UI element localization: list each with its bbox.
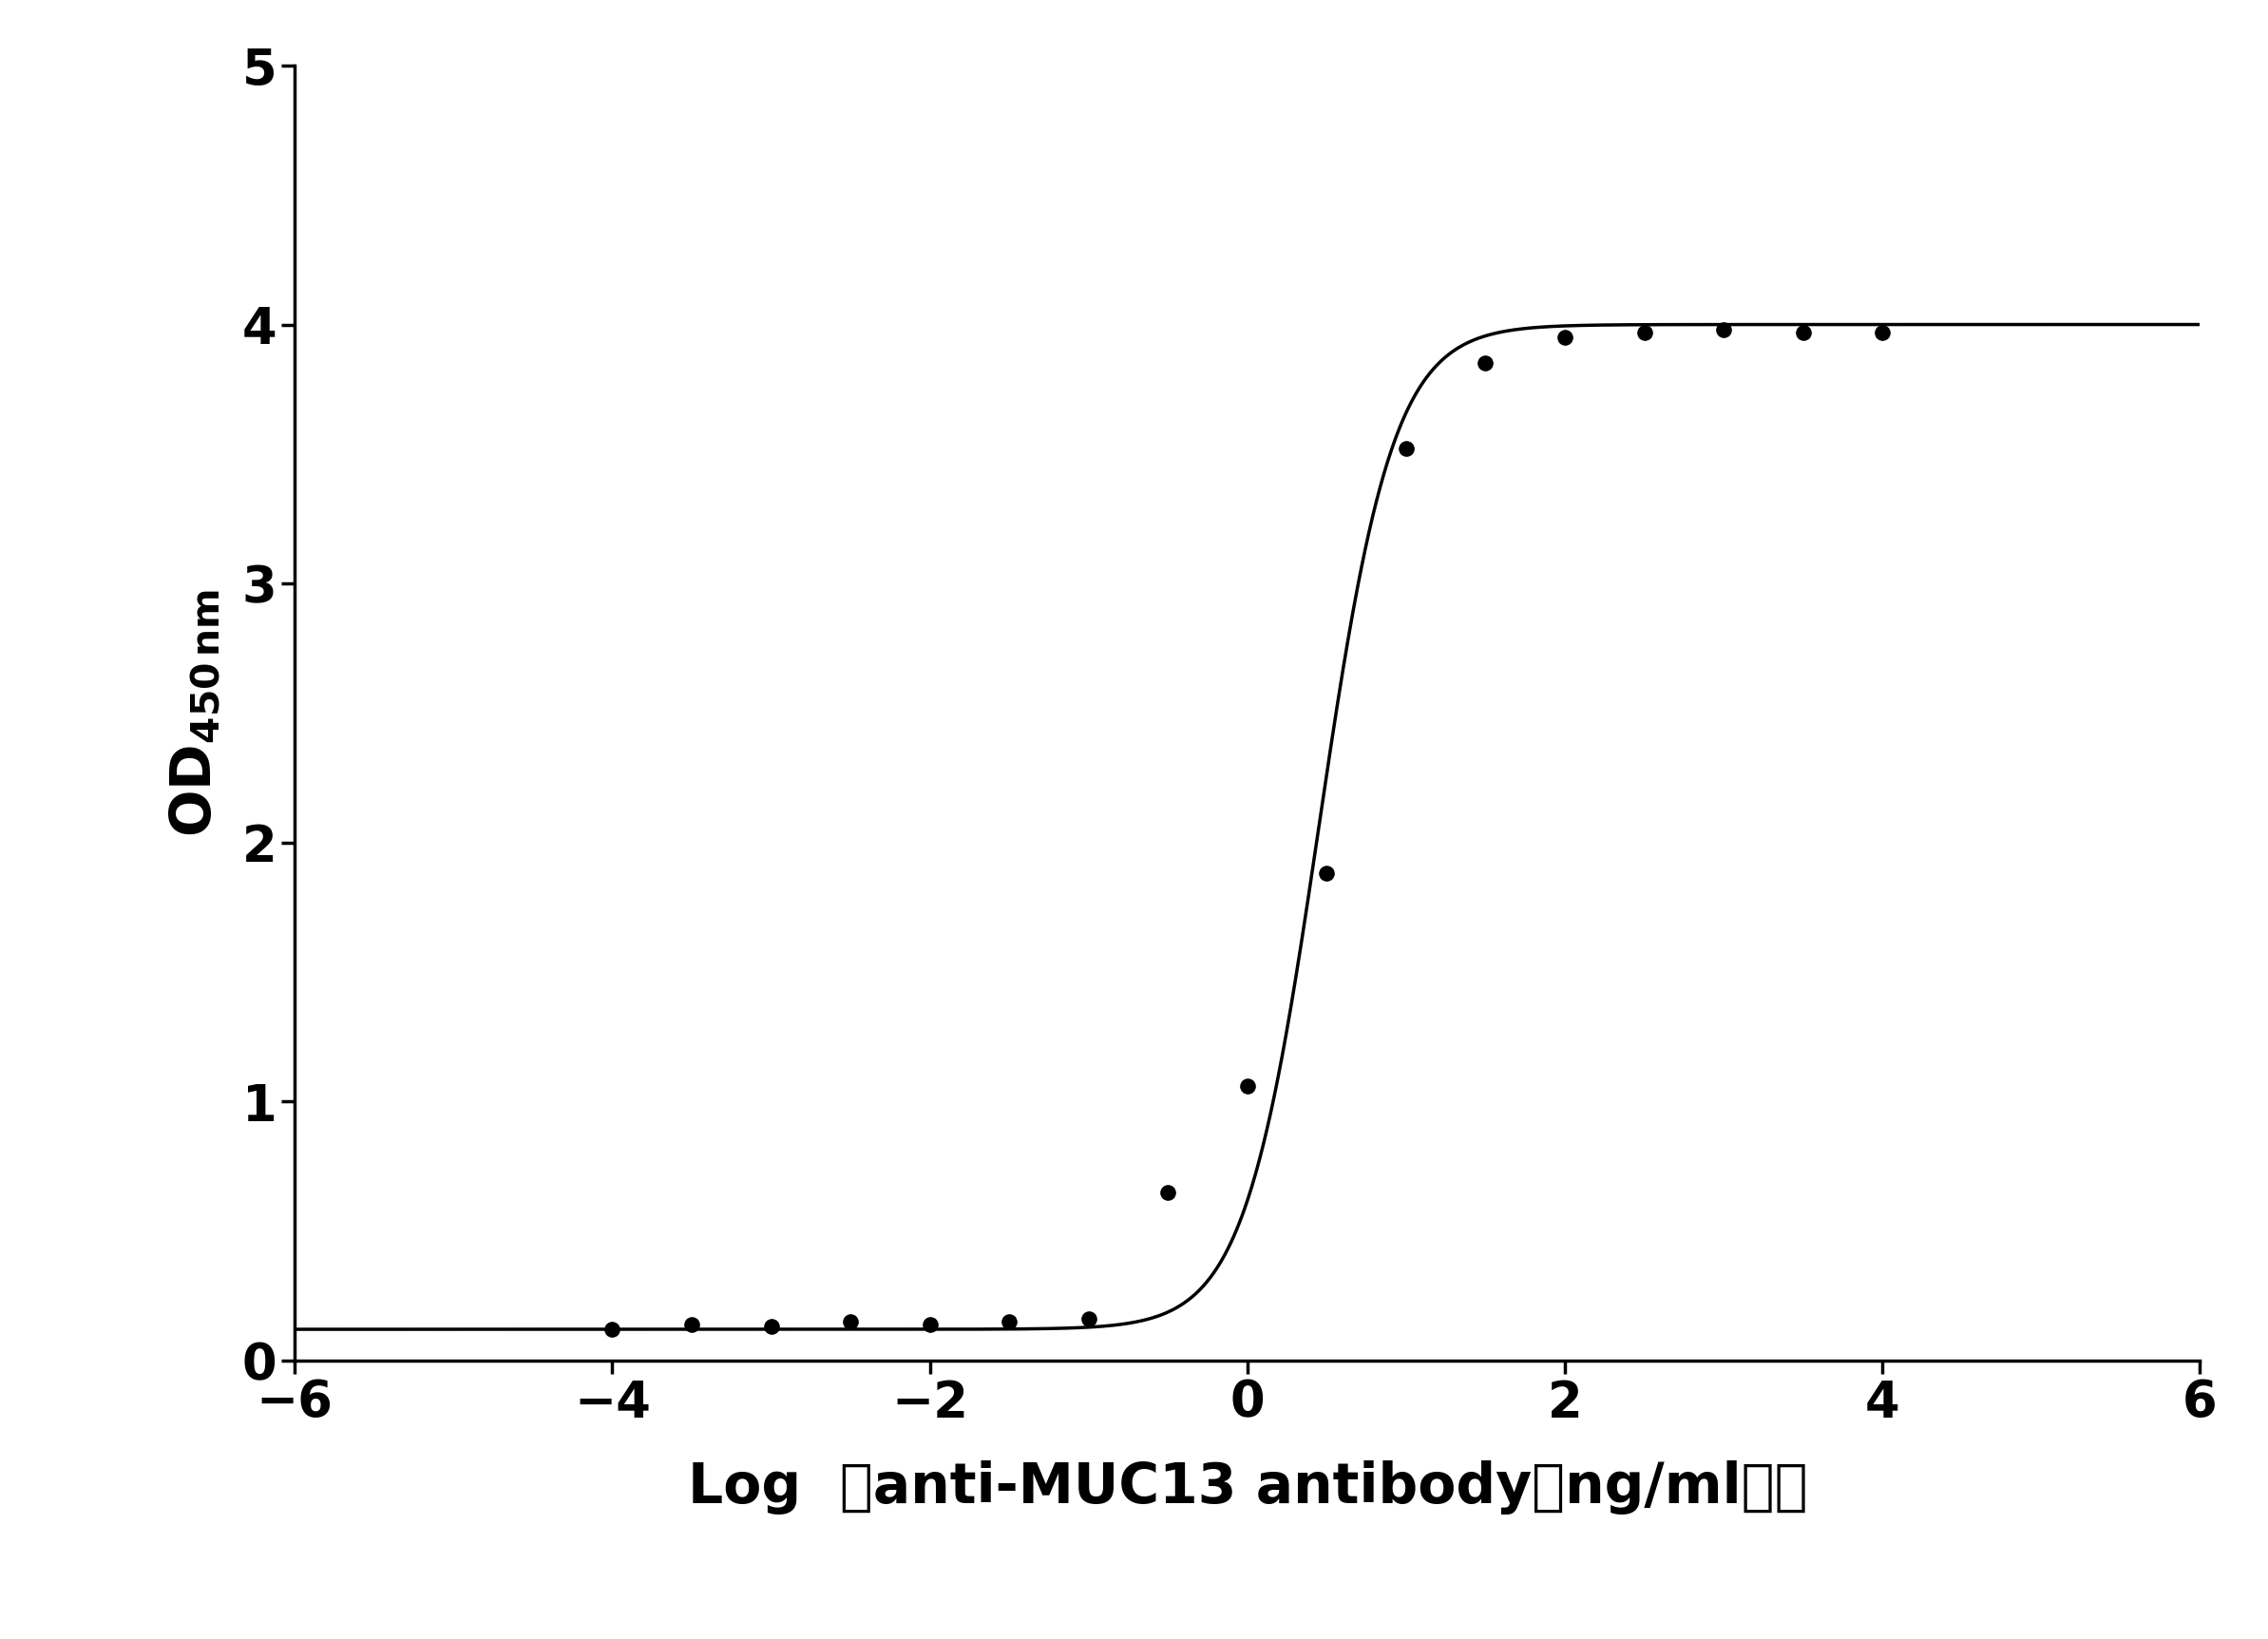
Point (1547, 325, 1583, 351)
Point (1150, 1178, 1186, 1205)
Y-axis label: $\mathbf{OD_{450\,nm}}$: $\mathbf{OD_{450\,nm}}$ (168, 588, 222, 838)
Point (912, 1311, 948, 1337)
Point (1070, 1306, 1107, 1333)
Point (1467, 351, 1504, 377)
Point (674, 1311, 710, 1337)
Point (832, 1308, 869, 1334)
Point (594, 1316, 631, 1342)
X-axis label: Log  （anti-MUC13 antibody（ng/ml））: Log （anti-MUC13 antibody（ng/ml）） (687, 1460, 1808, 1514)
Point (1229, 1074, 1266, 1100)
Point (1388, 436, 1424, 462)
Point (1309, 860, 1345, 887)
Point (753, 1313, 789, 1339)
Point (1706, 316, 1742, 343)
Point (1785, 320, 1821, 346)
Point (1864, 320, 1901, 346)
Point (991, 1308, 1027, 1334)
Point (1626, 320, 1662, 346)
